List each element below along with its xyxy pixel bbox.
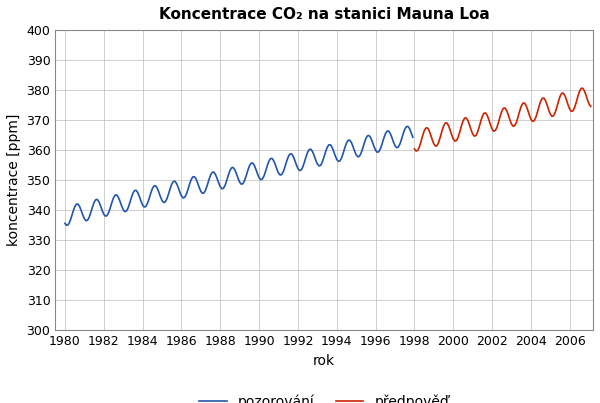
předpověď	[587, 104, 595, 109]
pozorování	[263, 164, 271, 168]
Title: Koncentrace CO₂ na stanici Mauna Loa: Koncentrace CO₂ na stanici Mauna Loa	[159, 7, 490, 22]
pozorování	[358, 151, 365, 156]
Legend: pozorování, předpověď: pozorování, předpověď	[194, 388, 455, 403]
pozorování	[330, 149, 337, 154]
předpověď	[411, 146, 418, 151]
předpověď	[586, 102, 593, 107]
Line: pozorování: pozorování	[65, 127, 413, 225]
X-axis label: rok: rok	[313, 354, 335, 368]
pozorování	[63, 223, 70, 228]
předpověď	[412, 149, 419, 154]
předpověď	[577, 86, 584, 91]
předpověď	[493, 125, 500, 130]
Y-axis label: koncentrace [ppm]: koncentrace [ppm]	[7, 114, 21, 247]
pozorování	[260, 174, 268, 179]
Line: předpověď: předpověď	[415, 88, 591, 151]
předpověď	[579, 86, 586, 91]
předpověď	[537, 99, 544, 104]
pozorování	[61, 221, 68, 226]
pozorování	[404, 124, 412, 129]
předpověď	[498, 109, 505, 114]
pozorování	[151, 184, 158, 189]
pozorování	[140, 205, 148, 210]
pozorování	[409, 135, 416, 140]
předpověď	[464, 118, 472, 123]
